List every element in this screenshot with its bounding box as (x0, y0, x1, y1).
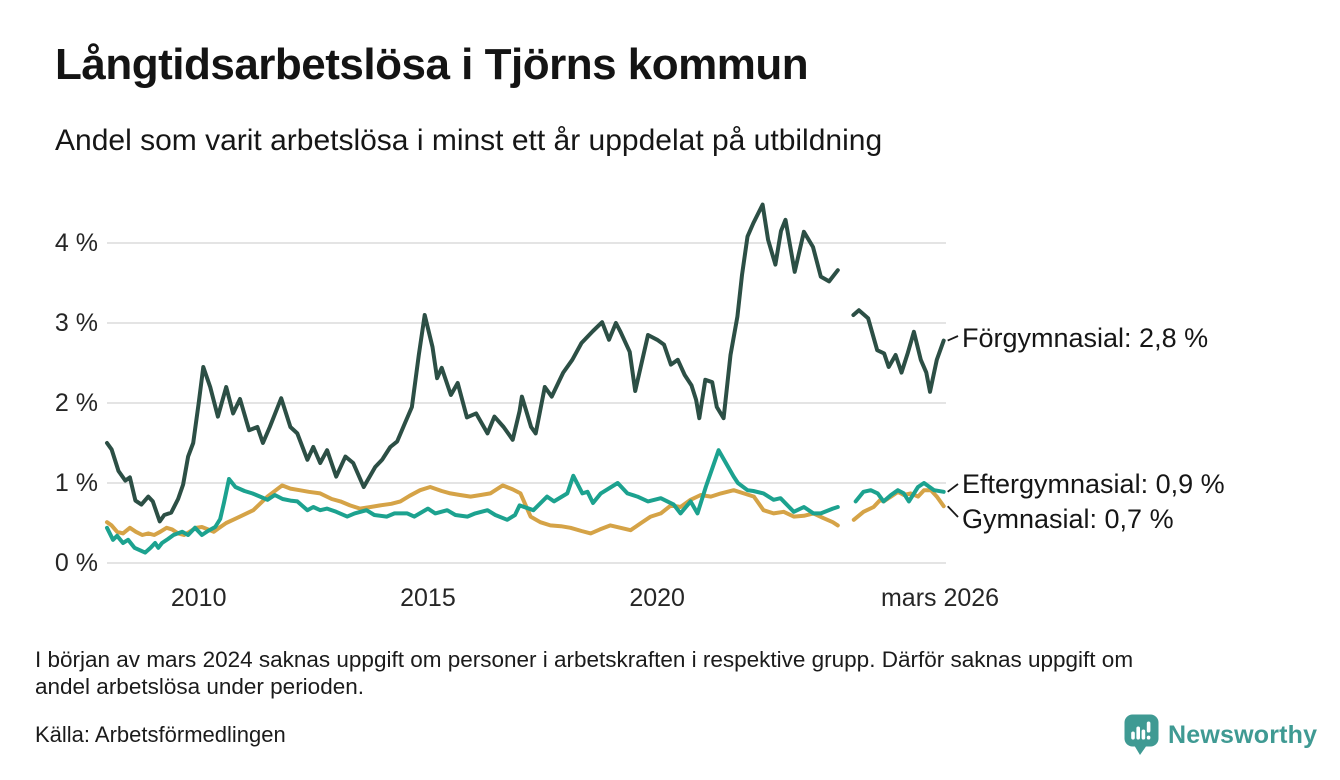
series-line-eftergymnasial (105, 448, 946, 555)
leader-line-forgymnasial (947, 335, 959, 342)
brand-logo: Newsworthy (1124, 714, 1317, 756)
x-tick-label-0: 2010 (171, 584, 227, 612)
chart-title: Långtidsarbetslösa i Tjörns kommun (55, 40, 809, 89)
footnote-line-2: andel arbetslösa under perioden. (35, 674, 364, 699)
y-tick-label-2: 2 % (55, 389, 98, 417)
series-end-label-gymnasial: Gymnasial: 0,7 % (962, 504, 1174, 534)
series-end-label-eftergymnasial: Eftergymnasial: 0,9 % (962, 469, 1225, 499)
newsworthy-logo-icon (1124, 714, 1159, 755)
leader-line-gymnasial (947, 505, 959, 518)
footnote: I början av mars 2024 saknas uppgift om … (35, 646, 1315, 700)
y-tick-label-3: 3 % (55, 309, 98, 337)
leader-line-eftergymnasial (947, 483, 959, 493)
series-line-gymnasial (105, 483, 946, 537)
chart-subtitle: Andel som varit arbetslösa i minst ett å… (55, 124, 883, 157)
x-tick-label-3: mars 2026 (881, 584, 999, 612)
source-credit: Källa: Arbetsförmedlingen (35, 722, 286, 747)
y-tick-label-4: 4 % (55, 229, 98, 257)
x-tick-label-2: 2020 (629, 584, 685, 612)
series-line-forgymnasial (105, 202, 946, 524)
y-tick-label-1: 1 % (55, 469, 98, 497)
series-end-label-forgymnasial: Förgymnasial: 2,8 % (962, 323, 1209, 353)
y-tick-label-0: 0 % (55, 549, 98, 577)
footnote-line-1: I början av mars 2024 saknas uppgift om … (35, 647, 1134, 672)
x-tick-label-1: 2015 (400, 584, 456, 612)
brand-name: Newsworthy (1168, 720, 1318, 749)
